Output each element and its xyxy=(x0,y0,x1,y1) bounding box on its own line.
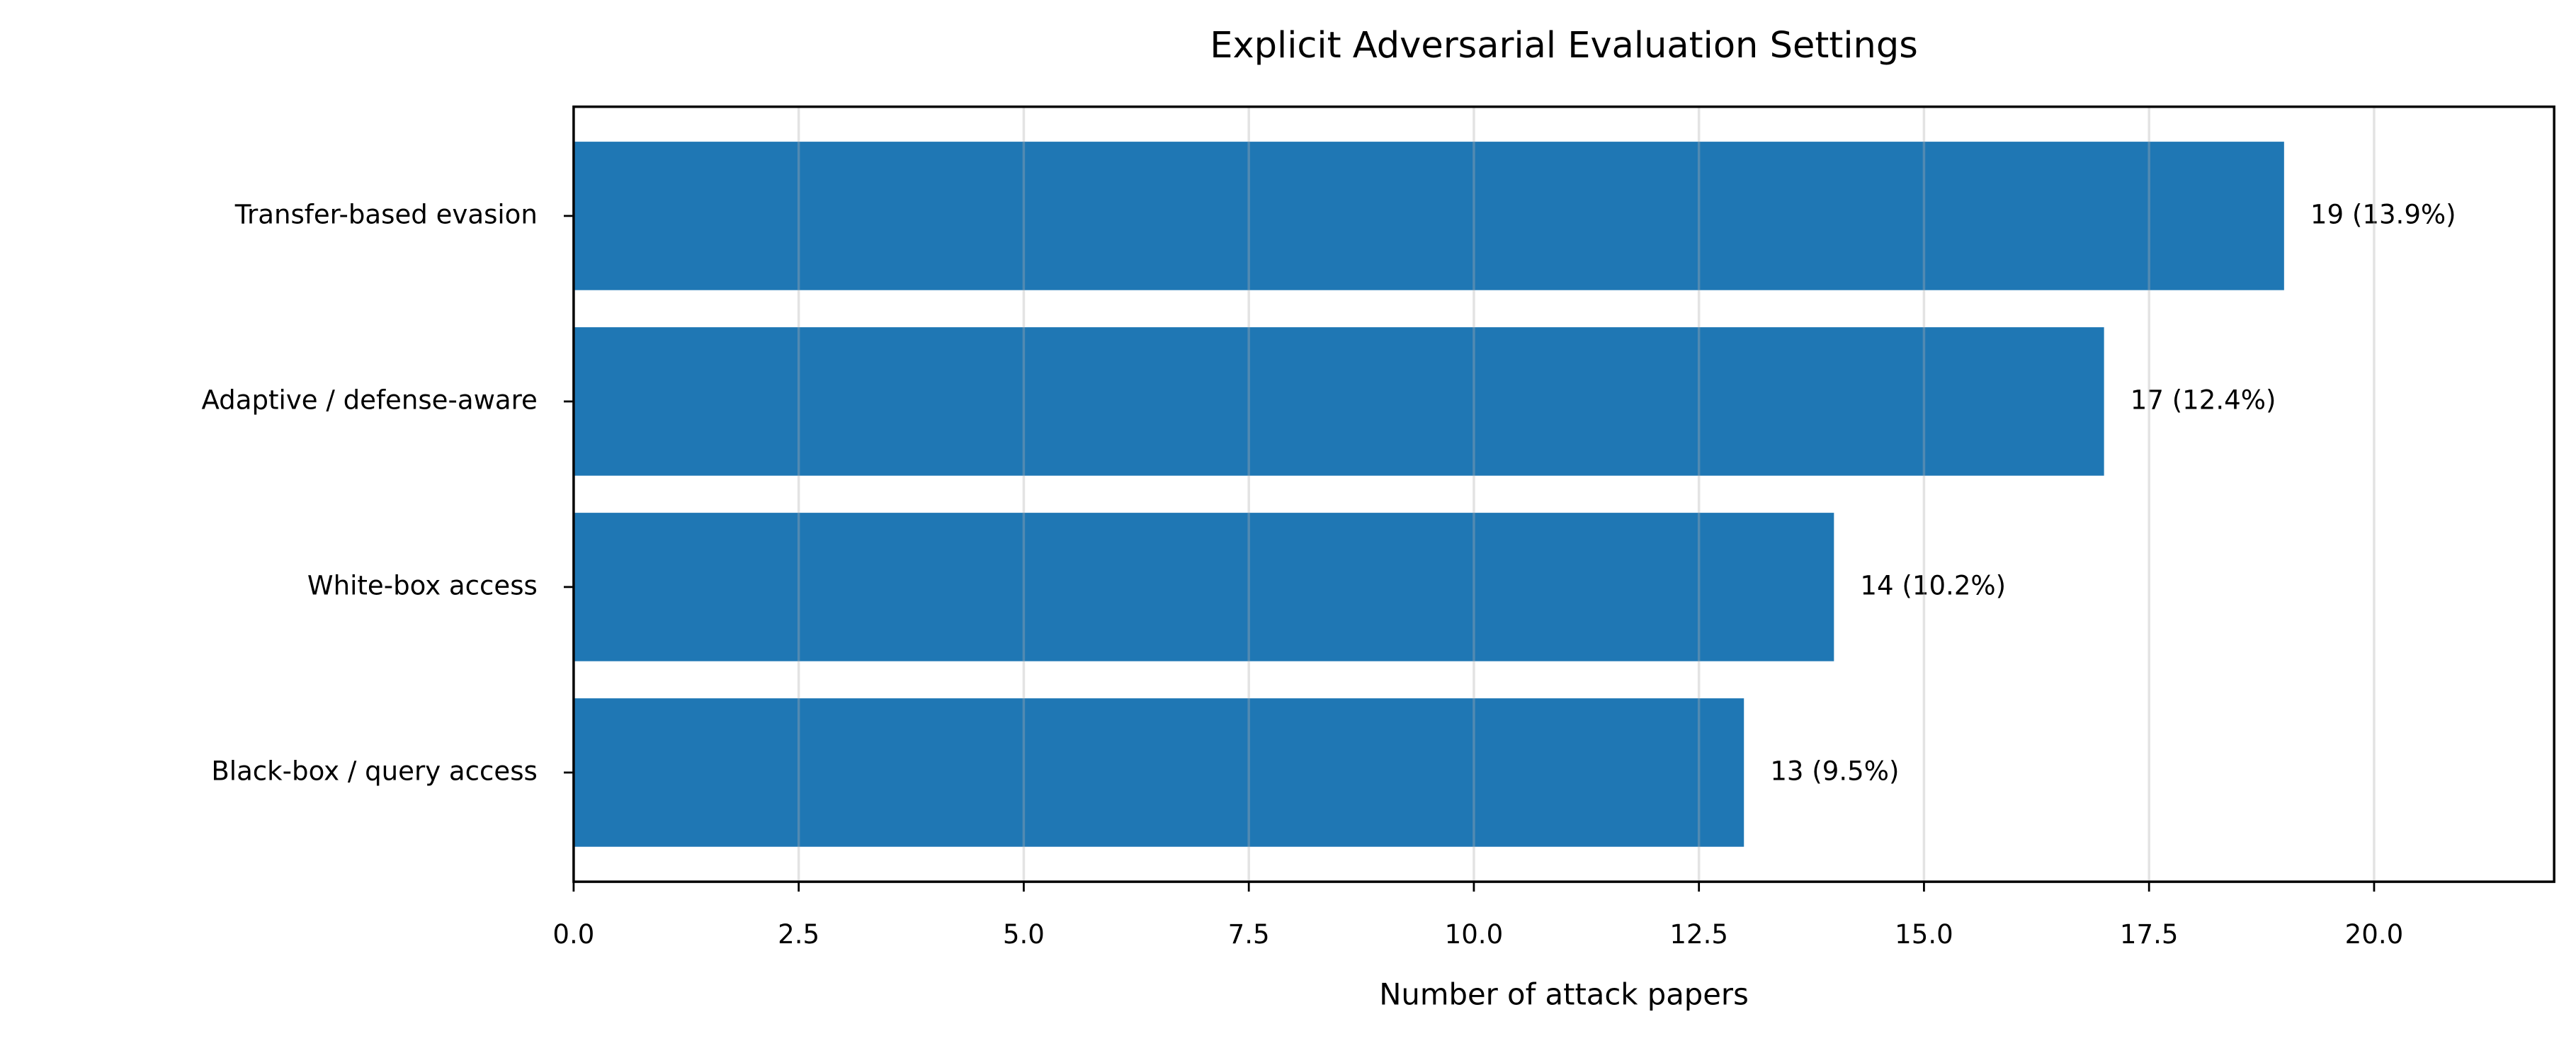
y-tick-label: White-box access xyxy=(307,570,538,601)
value-label: 14 (10.2%) xyxy=(1860,570,2006,601)
bar xyxy=(573,698,1744,847)
x-tick-label: 12.5 xyxy=(1669,919,1728,950)
bar xyxy=(573,142,2284,290)
x-tick-label: 20.0 xyxy=(2345,919,2404,950)
x-tick-label: 2.5 xyxy=(778,919,819,950)
x-axis-label: Number of attack papers xyxy=(1379,977,1749,1011)
x-tick-label: 17.5 xyxy=(2120,919,2179,950)
chart-title: Explicit Adversarial Evaluation Settings xyxy=(1210,25,1918,67)
value-label: 17 (12.4%) xyxy=(2130,385,2276,415)
value-label: 19 (13.9%) xyxy=(2310,199,2456,229)
value-label: 13 (9.5%) xyxy=(1770,756,1899,786)
bar xyxy=(573,513,1834,661)
x-tick-label: 0.0 xyxy=(552,919,594,950)
x-tick-label: 7.5 xyxy=(1228,919,1270,950)
y-tick-label: Black-box / query access xyxy=(211,756,538,786)
x-tick-label: 5.0 xyxy=(1003,919,1045,950)
x-tick-label: 15.0 xyxy=(1895,919,1953,950)
bar xyxy=(573,327,2104,476)
plot-frame xyxy=(572,105,2555,883)
y-tick-label: Adaptive / defense-aware xyxy=(201,385,537,415)
y-tick-label: Transfer-based evasion xyxy=(234,199,538,229)
x-tick-label: 10.0 xyxy=(1445,919,1504,950)
